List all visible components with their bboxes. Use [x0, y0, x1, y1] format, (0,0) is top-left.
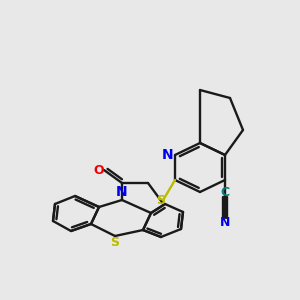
- Text: C: C: [220, 187, 230, 200]
- Text: N: N: [162, 148, 174, 162]
- Text: N: N: [116, 185, 128, 199]
- Text: S: S: [110, 236, 119, 248]
- Text: O: O: [94, 164, 104, 176]
- Text: N: N: [220, 215, 230, 229]
- Text: S: S: [157, 194, 166, 208]
